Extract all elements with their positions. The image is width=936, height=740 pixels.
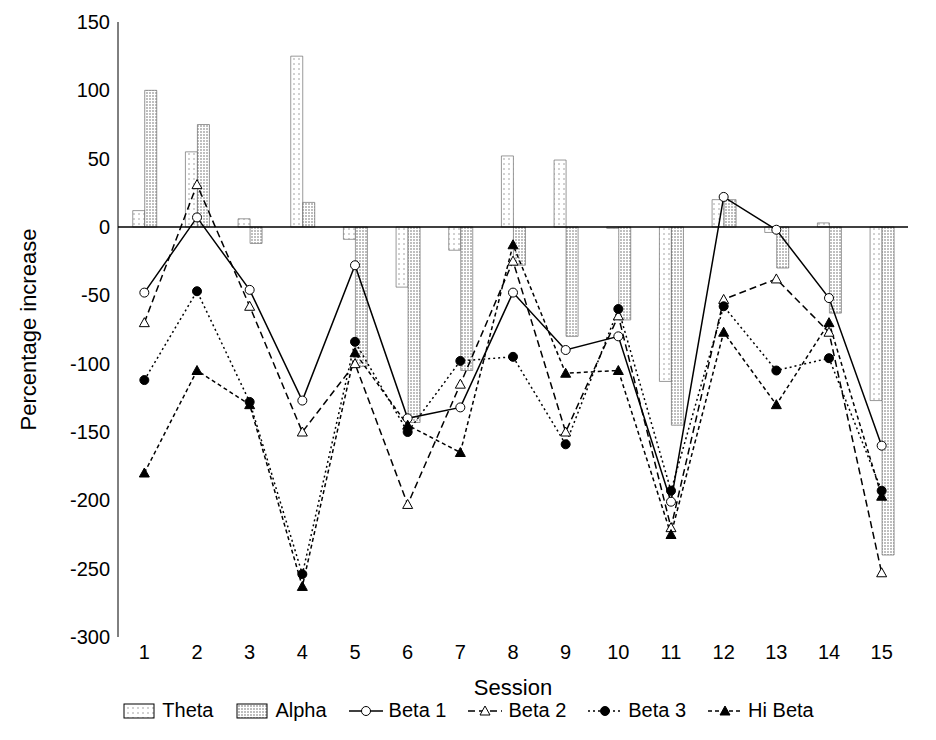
svg-text:3: 3 [244, 641, 255, 663]
svg-text:-100: -100 [70, 353, 110, 375]
svg-text:150: 150 [77, 11, 110, 33]
svg-text:13: 13 [765, 641, 787, 663]
svg-text:5: 5 [349, 641, 360, 663]
svg-text:14: 14 [818, 641, 840, 663]
svg-text:0: 0 [99, 216, 110, 238]
svg-text:1: 1 [139, 641, 150, 663]
svg-text:Percentage increase: Percentage increase [16, 229, 41, 431]
svg-text:4: 4 [297, 641, 308, 663]
html-text:Beta 3: Beta 3 [628, 699, 687, 721]
svg-text:-300: -300 [70, 626, 110, 648]
svg-text:-150: -150 [70, 421, 110, 443]
svg-text:12: 12 [713, 641, 735, 663]
svg-text:11: 11 [661, 641, 682, 663]
svg-text:7: 7 [455, 641, 466, 663]
svg-text:9: 9 [560, 641, 571, 663]
svg-text:15: 15 [871, 641, 893, 663]
svg-text:6: 6 [402, 641, 413, 663]
html-text:Hi Beta: Hi Beta [748, 699, 814, 721]
svg-text:-50: -50 [81, 284, 110, 306]
html-text:Alpha: Alpha [275, 699, 327, 721]
svg-text:50: 50 [88, 148, 110, 170]
svg-text:Session: Session [474, 675, 552, 700]
html-text:Theta: Theta [162, 699, 214, 721]
svg-text:-250: -250 [70, 558, 110, 580]
svg-text:10: 10 [607, 641, 629, 663]
html-text:Beta 2: Beta 2 [508, 699, 567, 721]
svg-text:2: 2 [191, 641, 202, 663]
svg-text:8: 8 [507, 641, 518, 663]
svg-text:-200: -200 [70, 489, 110, 511]
html-text:Beta 1: Beta 1 [388, 699, 447, 721]
svg-text:100: 100 [77, 79, 110, 101]
